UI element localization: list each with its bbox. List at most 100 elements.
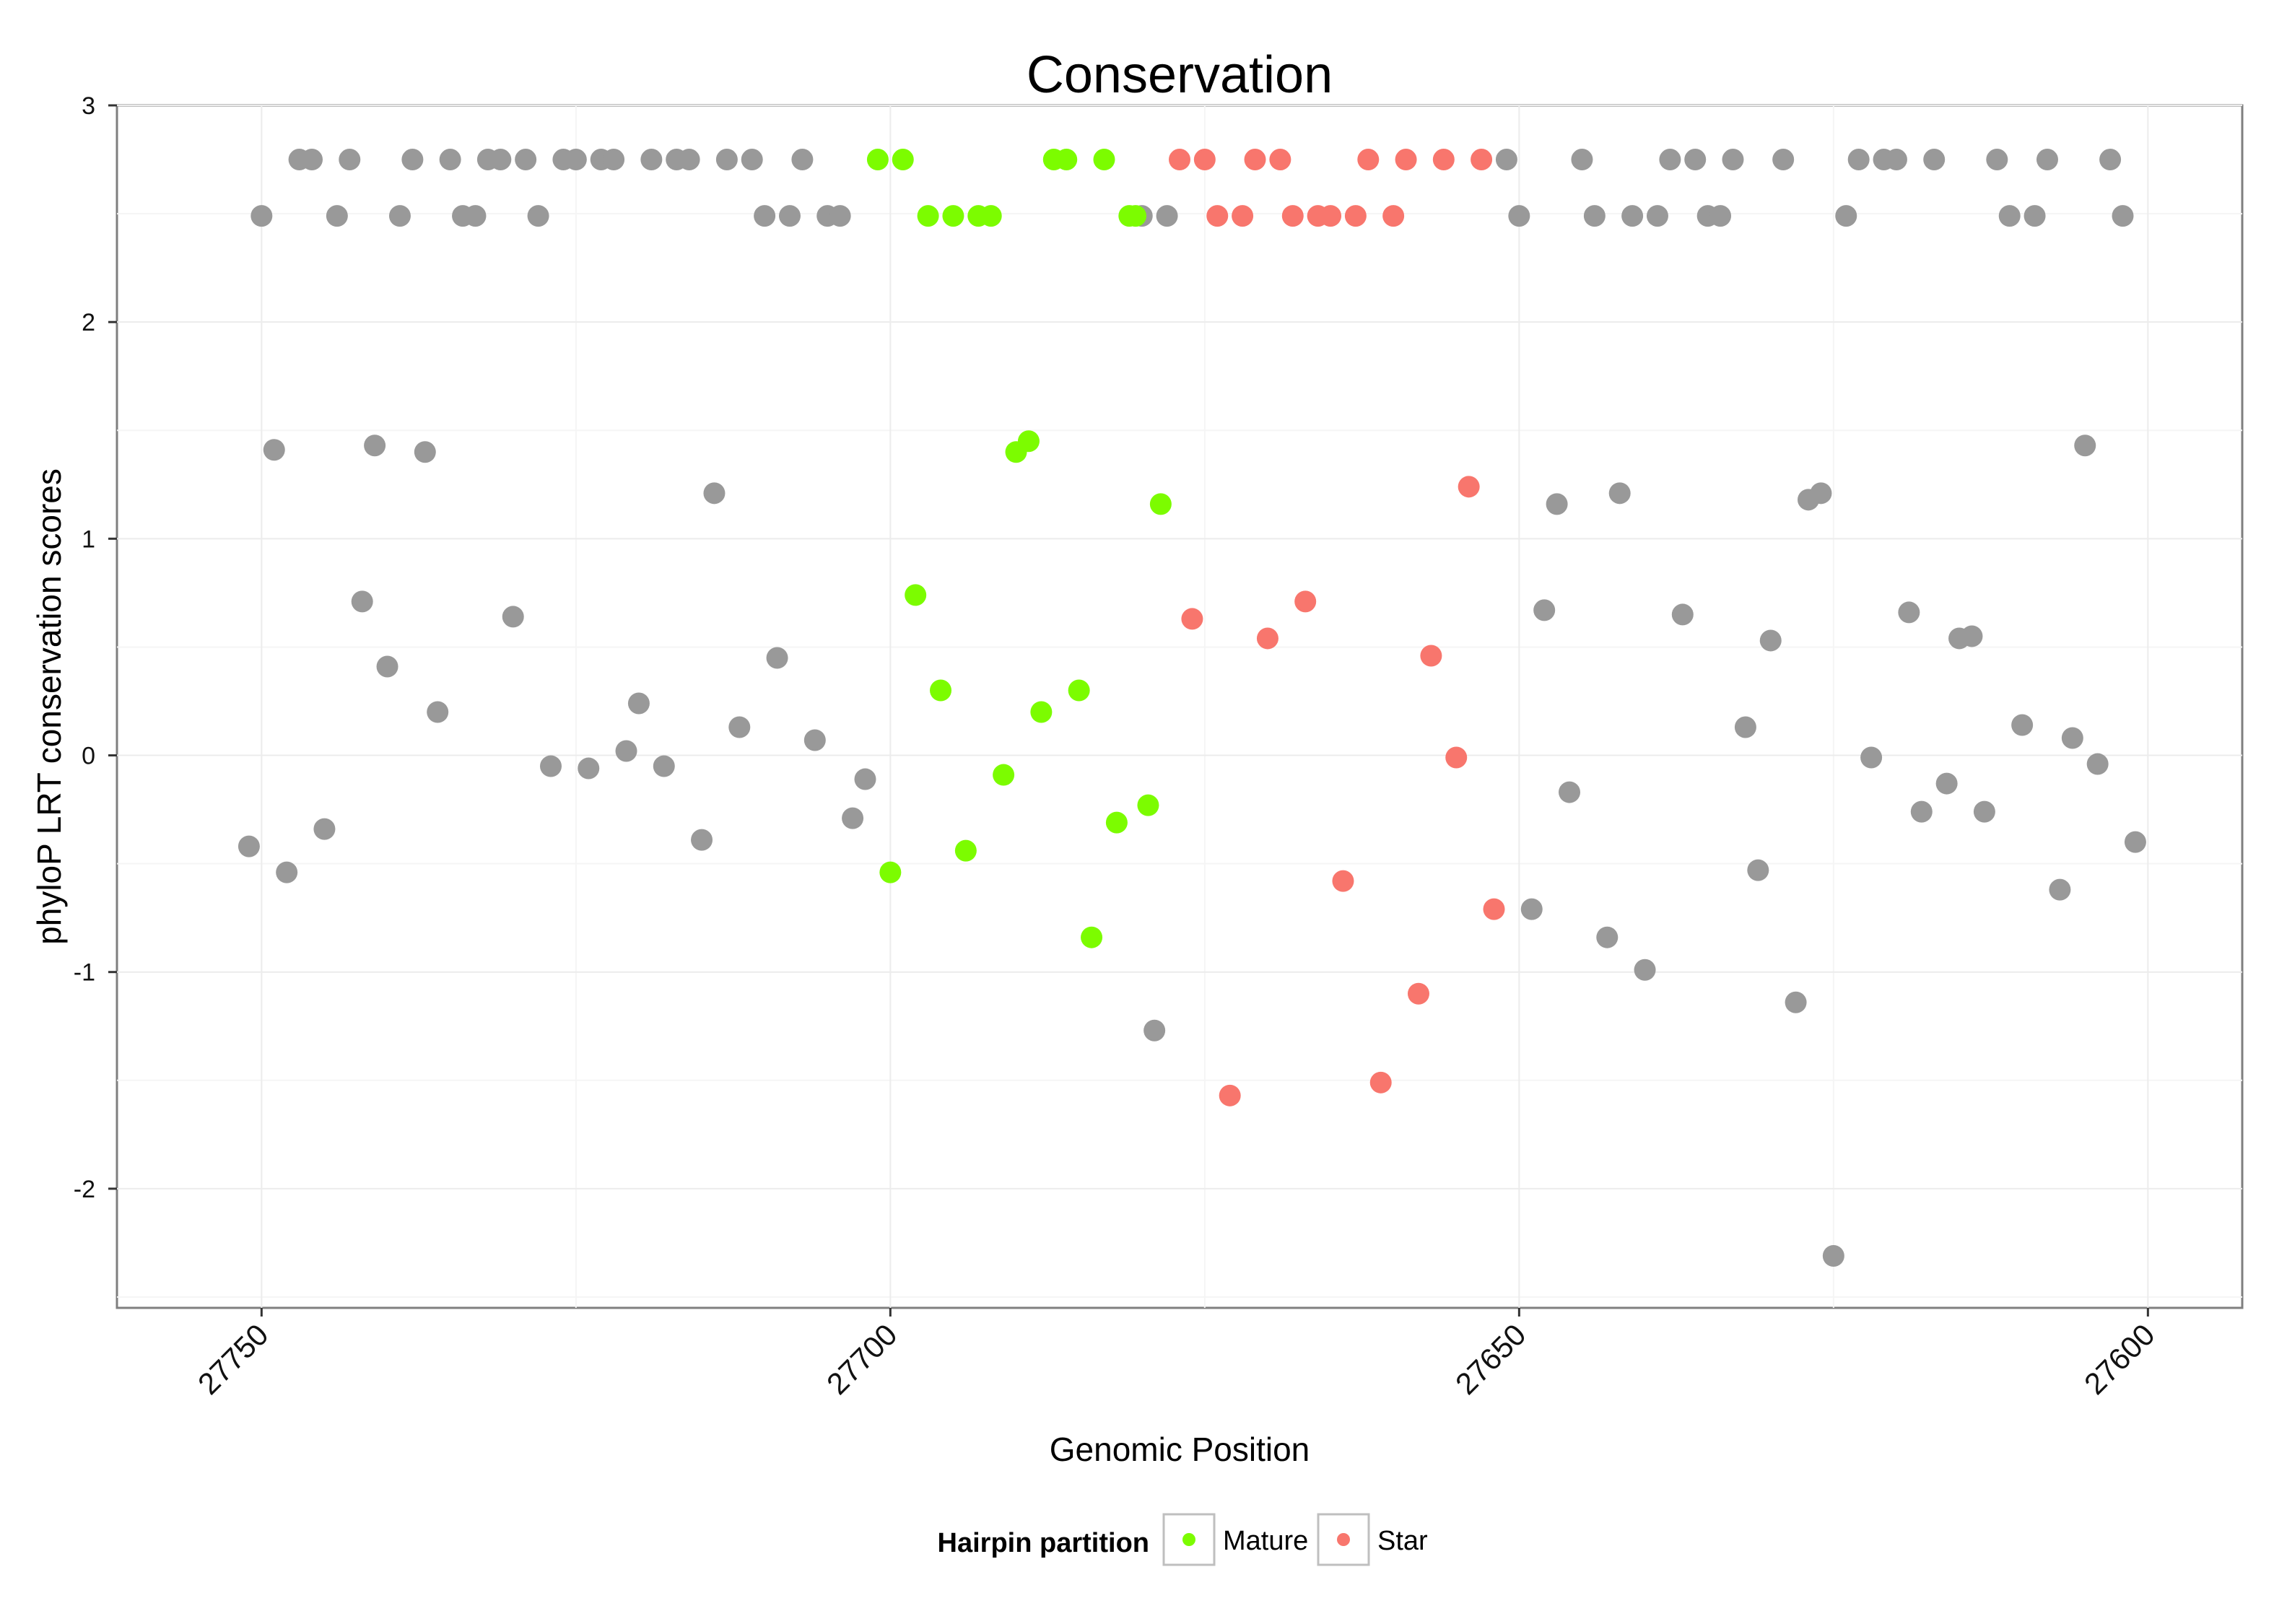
x-axis-title: Genomic Position xyxy=(1050,1431,1310,1468)
plot-panel xyxy=(116,104,2244,1309)
data-point-other xyxy=(1822,1244,1844,1267)
data-point-other xyxy=(2074,435,2096,457)
data-point-other xyxy=(351,590,373,613)
data-point-mature xyxy=(892,149,914,171)
data-point-other xyxy=(842,807,864,829)
data-point-mature xyxy=(1030,701,1053,723)
data-point-other xyxy=(464,205,487,227)
data-point-other xyxy=(1898,601,1920,624)
data-point-other xyxy=(414,441,436,463)
data-points xyxy=(238,149,2146,1267)
data-point-mature xyxy=(930,679,952,702)
legend-label-star: Star xyxy=(1377,1526,1428,1556)
data-point-other xyxy=(829,205,851,227)
legend-label-mature: Mature xyxy=(1223,1526,1308,1556)
y-tick-label: 1 xyxy=(82,525,95,553)
data-point-star xyxy=(1382,205,1405,227)
data-point-star xyxy=(1483,898,1505,920)
data-point-other xyxy=(427,701,449,723)
data-point-other xyxy=(313,818,336,840)
data-point-star xyxy=(1420,645,1442,667)
data-point-star xyxy=(1219,1084,1241,1106)
data-point-other xyxy=(2112,205,2134,227)
data-point-other xyxy=(640,149,663,171)
data-point-other xyxy=(502,606,524,628)
data-point-other xyxy=(1659,149,1681,171)
data-point-other xyxy=(678,149,700,171)
data-point-other xyxy=(539,755,562,777)
data-point-other xyxy=(1747,859,1769,881)
data-point-other xyxy=(1156,205,1178,227)
data-point-other xyxy=(1935,772,1958,795)
data-point-other xyxy=(489,149,512,171)
data-point-other xyxy=(326,205,348,227)
data-point-other xyxy=(401,149,424,171)
data-point-star xyxy=(1294,590,1317,613)
data-point-star xyxy=(1357,149,1380,171)
data-point-other xyxy=(703,482,726,505)
data-point-other xyxy=(1495,149,1517,171)
data-point-other xyxy=(2011,714,2034,736)
data-point-mature xyxy=(1105,811,1128,834)
data-point-star xyxy=(1244,149,1266,171)
data-point-star xyxy=(1332,870,1354,892)
data-point-other xyxy=(615,740,637,762)
data-point-other xyxy=(715,149,738,171)
data-point-other xyxy=(2124,831,2146,853)
data-point-mature xyxy=(917,205,939,227)
data-point-other xyxy=(1533,599,1556,621)
data-point-other xyxy=(603,149,625,171)
legend-swatch-star xyxy=(1337,1533,1350,1546)
data-point-other xyxy=(1810,482,1832,505)
legend: Hairpin partition Mature Star xyxy=(938,1513,1428,1566)
data-point-other xyxy=(1520,898,1543,920)
y-tick-label: -1 xyxy=(74,959,95,987)
data-point-star xyxy=(1181,608,1203,630)
data-point-other xyxy=(1785,991,1807,1013)
data-point-mature xyxy=(1055,149,1078,171)
data-point-other xyxy=(1634,959,1656,981)
data-point-other xyxy=(339,149,361,171)
data-point-other xyxy=(1923,149,1946,171)
data-point-other xyxy=(301,149,323,171)
legend-swatch-mature xyxy=(1182,1533,1195,1546)
y-tick-label: 0 xyxy=(82,743,95,770)
data-point-star xyxy=(1193,149,1216,171)
data-point-mature xyxy=(1093,149,1115,171)
y-tick-label: 2 xyxy=(82,309,95,336)
data-point-other xyxy=(1546,493,1568,515)
data-point-other xyxy=(754,205,776,227)
data-point-other xyxy=(1571,149,1593,171)
data-point-star xyxy=(1432,149,1455,171)
data-point-other xyxy=(2086,753,2109,775)
data-point-other xyxy=(741,149,763,171)
data-point-mature xyxy=(942,205,964,227)
data-point-other xyxy=(1759,629,1782,652)
data-point-other xyxy=(1709,205,1732,227)
data-point-mature xyxy=(1081,926,1103,948)
data-point-other xyxy=(251,205,273,227)
grid-lines xyxy=(117,105,2242,1308)
data-point-star xyxy=(1206,205,1229,227)
y-tick-label: -2 xyxy=(74,1176,95,1203)
data-point-star xyxy=(1458,476,1480,498)
data-point-mature xyxy=(954,839,977,862)
data-point-other xyxy=(1961,625,1983,647)
chart-title: Conservation xyxy=(1027,46,1333,104)
data-point-other xyxy=(364,435,386,457)
y-axis: -2 -1 0 1 2 3 xyxy=(74,92,117,1203)
data-point-other xyxy=(515,149,537,171)
data-point-other xyxy=(728,716,751,738)
data-point-mature xyxy=(1068,679,1090,702)
y-tick-label: 3 xyxy=(82,92,95,120)
data-point-other xyxy=(238,835,260,857)
data-point-mature xyxy=(1149,493,1172,515)
data-point-other xyxy=(1583,205,1606,227)
data-point-other xyxy=(1646,205,1668,227)
data-point-star xyxy=(1369,1071,1392,1093)
data-point-other xyxy=(1671,603,1694,626)
data-point-other xyxy=(1847,149,1870,171)
data-point-other xyxy=(1734,716,1756,738)
data-point-other xyxy=(1608,482,1631,505)
data-point-star xyxy=(1344,205,1367,227)
